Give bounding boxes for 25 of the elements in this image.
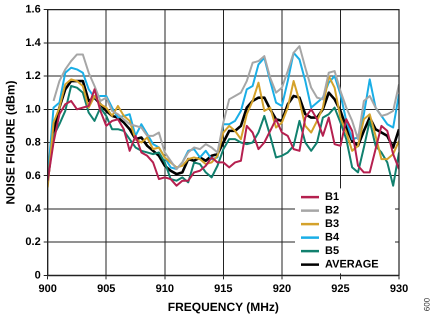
x-tick-label: 905 bbox=[97, 283, 116, 296]
legend-label: B5 bbox=[325, 245, 340, 258]
y-axis-title: NOISE FIGURE (dBm) bbox=[4, 80, 18, 205]
y-tick-label: 1.4 bbox=[25, 36, 42, 49]
y-tick-label: 0.6 bbox=[25, 170, 41, 182]
x-axis-title: FREQUENCY (MHz) bbox=[168, 300, 279, 314]
y-tick-label: 1.2 bbox=[25, 70, 41, 82]
x-tick-label: 915 bbox=[214, 283, 233, 296]
y-tick-label: 0.2 bbox=[25, 236, 41, 248]
y-tick-label: 1.0 bbox=[25, 103, 41, 116]
legend-label: AVERAGE bbox=[325, 258, 379, 271]
legend-label: B4 bbox=[325, 232, 340, 244]
text: 009 bbox=[422, 298, 431, 312]
legend-label: B2 bbox=[325, 204, 340, 217]
y-tick-label: 0.4 bbox=[25, 202, 42, 215]
legend-label: B3 bbox=[325, 218, 340, 230]
legend-label: B1 bbox=[325, 191, 340, 204]
y-tick-label: 1.6 bbox=[25, 4, 41, 16]
x-tick-label: 925 bbox=[331, 283, 350, 296]
y-tick-label: 0 bbox=[34, 269, 41, 282]
x-tick-label: 910 bbox=[156, 283, 174, 296]
y-tick-label: 0.8 bbox=[25, 136, 41, 149]
x-tick-label: 900 bbox=[38, 283, 57, 296]
x-tick-label: 930 bbox=[390, 283, 408, 296]
x-tick-label: 920 bbox=[272, 283, 292, 296]
